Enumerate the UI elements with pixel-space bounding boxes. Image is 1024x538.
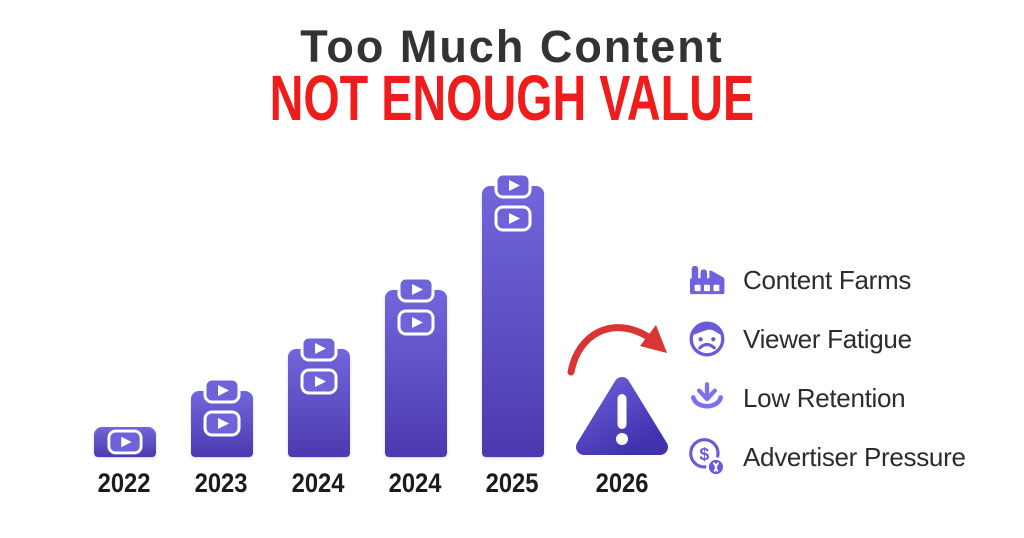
legend-label: Advertiser Pressure	[743, 442, 966, 472]
factory-icon	[686, 260, 728, 300]
play-icon	[397, 276, 434, 303]
chart-slot-2025-4: 2025	[464, 115, 561, 503]
svg-text:$: $	[699, 444, 709, 464]
warning-triangle-icon	[576, 377, 668, 455]
year-label: 2024	[292, 468, 345, 498]
year-label: 2022	[98, 468, 151, 498]
chart-slot-2024-3: 2024	[367, 115, 464, 503]
play-icon	[300, 335, 337, 362]
year-label: 2023	[195, 468, 248, 498]
download-arrow-icon	[686, 378, 728, 418]
legend: Content Farms Viewer Fatigue	[686, 260, 966, 496]
year-label: 2026	[595, 468, 649, 498]
play-icon	[203, 377, 240, 404]
trend-arrow-icon	[567, 324, 667, 376]
play-icon	[397, 309, 434, 336]
chart-slot-2024-2: 2024	[270, 115, 367, 503]
play-icon	[300, 368, 337, 395]
sad-face-icon	[686, 319, 728, 359]
dollar-pressure-icon: $	[686, 437, 728, 477]
legend-label: Viewer Fatigue	[743, 324, 912, 354]
page-subtitle: NOT ENOUGH VALUE	[0, 66, 1024, 130]
legend-item-viewer-fatigue: Viewer Fatigue	[686, 319, 966, 359]
play-icon	[203, 410, 240, 437]
play-icon	[106, 429, 143, 455]
page-subtitle-text: NOT ENOUGH VALUE	[269, 62, 755, 134]
bar-2025-4	[481, 172, 544, 457]
play-icon	[494, 205, 531, 232]
play-icon	[494, 172, 531, 199]
legend-label: Low Retention	[743, 383, 906, 413]
year-label: 2025	[486, 468, 539, 498]
chart-slot-2026-5: 2026	[561, 115, 683, 503]
bar-chart: 2022 2023 2024 2024 2025 2026	[76, 115, 683, 503]
chart-slot-2022-0: 2022	[76, 115, 173, 503]
chart-slot-2023-1: 2023	[173, 115, 270, 503]
bar-2022-0	[93, 427, 156, 457]
bar-2024-2	[287, 335, 350, 457]
legend-item-low-retention: Low Retention	[686, 378, 966, 418]
page-title: Too Much Content	[300, 21, 724, 72]
year-label: 2024	[389, 468, 442, 498]
legend-item-content-farms: Content Farms	[686, 260, 966, 300]
legend-item-advertiser-pressure: $ Advertiser Pressure	[686, 437, 966, 477]
bar-2024-3	[384, 276, 447, 457]
bar-2023-1	[190, 377, 253, 457]
legend-label: Content Farms	[743, 265, 912, 295]
